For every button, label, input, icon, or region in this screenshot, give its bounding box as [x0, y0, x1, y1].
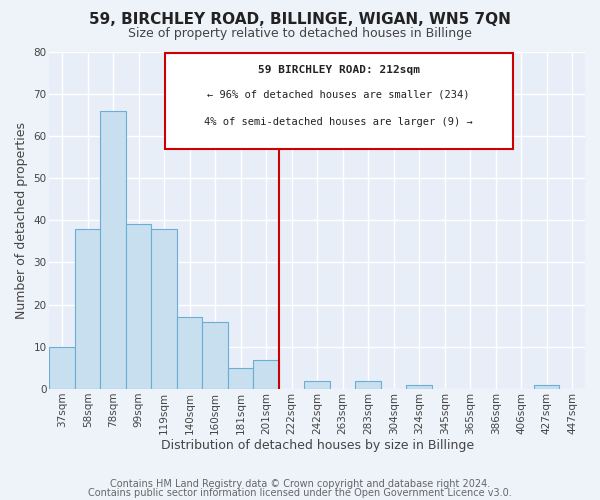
Bar: [304, 380, 330, 389]
Bar: [151, 228, 177, 389]
Bar: [406, 385, 432, 389]
Bar: [355, 380, 381, 389]
Bar: [228, 368, 253, 389]
Y-axis label: Number of detached properties: Number of detached properties: [15, 122, 28, 319]
X-axis label: Distribution of detached houses by size in Billinge: Distribution of detached houses by size …: [161, 440, 474, 452]
Bar: [49, 347, 75, 389]
Text: 59, BIRCHLEY ROAD, BILLINGE, WIGAN, WN5 7QN: 59, BIRCHLEY ROAD, BILLINGE, WIGAN, WN5 …: [89, 12, 511, 28]
Bar: [126, 224, 151, 389]
Text: ← 96% of detached houses are smaller (234): ← 96% of detached houses are smaller (23…: [208, 90, 470, 100]
Bar: [202, 322, 228, 389]
Bar: [164, 53, 513, 150]
Bar: [100, 110, 126, 389]
Bar: [253, 360, 279, 389]
Text: Contains HM Land Registry data © Crown copyright and database right 2024.: Contains HM Land Registry data © Crown c…: [110, 479, 490, 489]
Text: Contains public sector information licensed under the Open Government Licence v3: Contains public sector information licen…: [88, 488, 512, 498]
Text: 59 BIRCHLEY ROAD: 212sqm: 59 BIRCHLEY ROAD: 212sqm: [257, 64, 419, 74]
Text: 4% of semi-detached houses are larger (9) →: 4% of semi-detached houses are larger (9…: [204, 117, 473, 127]
Bar: [177, 318, 202, 389]
Text: Size of property relative to detached houses in Billinge: Size of property relative to detached ho…: [128, 28, 472, 40]
Bar: [75, 228, 100, 389]
Bar: [534, 385, 559, 389]
